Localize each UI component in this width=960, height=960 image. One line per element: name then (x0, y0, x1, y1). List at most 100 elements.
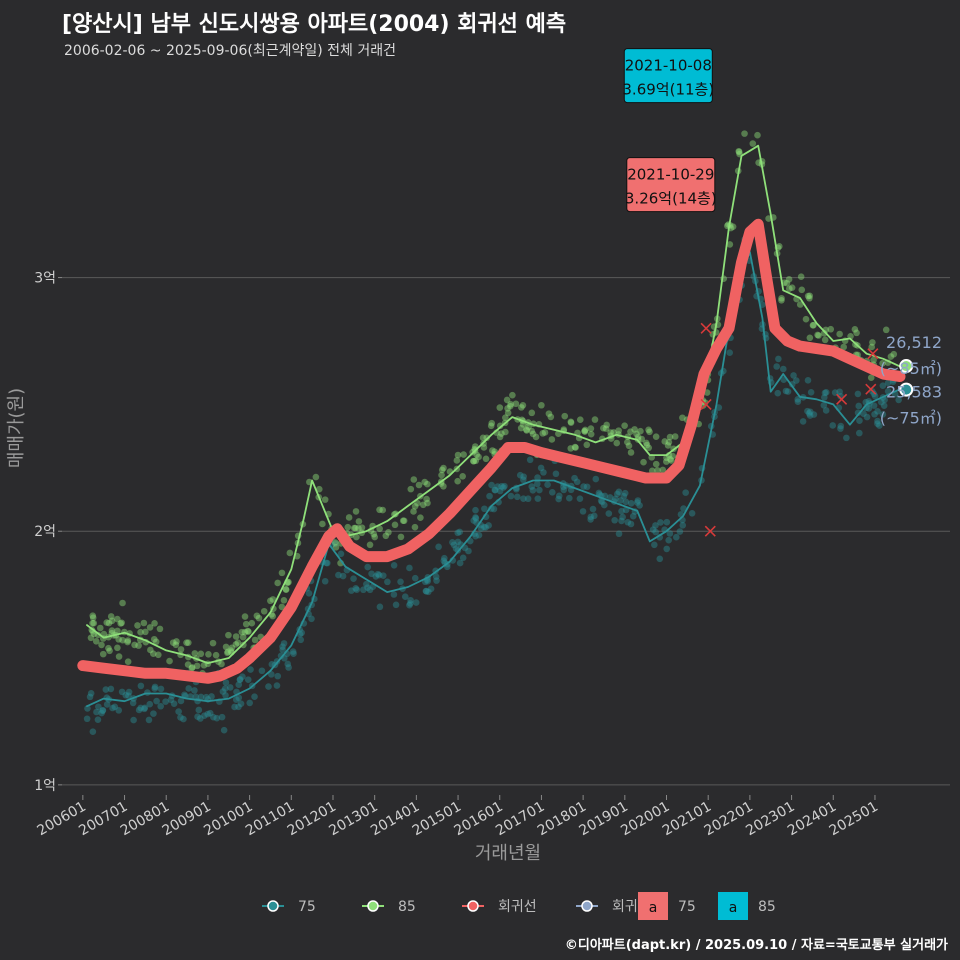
scatter-point (555, 495, 562, 503)
scatter-point (488, 419, 496, 427)
scatter-point (372, 573, 380, 580)
scatter-point (837, 422, 845, 430)
scatter-point (227, 647, 235, 654)
scatter-point (284, 660, 292, 668)
scatter-point (406, 564, 413, 572)
scatter-point (581, 426, 589, 434)
scatter-point (118, 619, 125, 627)
cancelled-mark (836, 393, 848, 405)
scatter-point (643, 441, 651, 449)
scatter-point (504, 409, 512, 417)
scatter-point (496, 433, 504, 441)
scatter-point (820, 402, 828, 409)
scatter-point (518, 404, 525, 411)
scatter-point (188, 664, 196, 671)
scatter-point (135, 706, 143, 714)
scatter-point (646, 428, 653, 436)
scatter-point (477, 525, 485, 532)
scatter-point (438, 466, 446, 474)
legend-box-label: 85 (758, 899, 776, 915)
scatter-point (663, 454, 670, 462)
scatter-point (355, 518, 363, 525)
scatter-point (470, 457, 478, 465)
scatter-point (102, 686, 110, 693)
scatter-point (473, 451, 480, 459)
scatter-point (124, 658, 132, 666)
scatter-point (472, 532, 479, 540)
scatter-point (202, 693, 210, 701)
scatter-point (421, 478, 429, 486)
scatter-point (201, 712, 208, 719)
scatter-point (621, 489, 629, 497)
legend-item-75: 75 (262, 899, 316, 915)
scatter-point (105, 619, 113, 627)
scatter-point (615, 427, 622, 434)
scatter-point (83, 715, 91, 723)
scatter-point (652, 460, 660, 468)
scatter-point (193, 662, 201, 670)
scatter-point (629, 512, 637, 520)
scatter-point (144, 689, 151, 696)
scatter-point (352, 508, 360, 515)
scatter-point (567, 418, 575, 426)
scatter-point (184, 661, 192, 668)
scatter-point (274, 672, 282, 680)
scatter-point (648, 467, 656, 475)
scatter-point (534, 495, 542, 502)
scatter-point (853, 329, 860, 337)
scatter-point (218, 660, 225, 668)
scatter-point (884, 379, 892, 387)
scatter-point (782, 387, 790, 395)
scatter-point (147, 646, 154, 654)
scatter-point (806, 412, 814, 419)
scatter-point (410, 508, 417, 515)
scatter-point (225, 631, 232, 639)
scatter-point (191, 687, 198, 694)
scatter-point (407, 485, 415, 493)
scatter-point (260, 607, 268, 615)
scatter-point (489, 447, 496, 454)
scatter-point (501, 482, 508, 490)
scatter-point (368, 570, 375, 578)
scatter-point (221, 685, 229, 692)
highlight-annotations: 2021-10-08 3.69억(11층) 2021-10-29 3.26억(14층) (622, 48, 717, 213)
scatter-point (529, 486, 537, 494)
scatter-point (638, 435, 646, 443)
scatter-point (355, 525, 362, 532)
scatter-point (332, 544, 340, 551)
scatter-point (640, 458, 647, 466)
scatter-point (401, 593, 409, 601)
scatter-point (265, 683, 272, 690)
scatter-point (459, 472, 466, 480)
scatter-point (636, 502, 643, 509)
scatter-point (196, 715, 204, 722)
scatter-point (107, 613, 115, 620)
scatter-point (541, 429, 549, 436)
scatter-point (621, 422, 628, 429)
scatter-point (150, 710, 157, 717)
scatter-point (480, 444, 488, 451)
scatter-point (222, 691, 229, 699)
scatter-point (222, 643, 230, 651)
scatter-point (191, 650, 199, 657)
scatter-point (360, 586, 367, 594)
scatter-point (615, 488, 623, 496)
scatter-point (149, 650, 157, 657)
scatter-point (89, 728, 97, 736)
scatter-point (567, 445, 575, 452)
scatter-point (587, 425, 595, 432)
scatter-point (460, 451, 467, 458)
scatter-point (119, 599, 126, 607)
scatter-point (103, 619, 111, 626)
scatter-point (679, 414, 686, 422)
scatter-point (663, 545, 671, 553)
scatter-point (269, 596, 277, 603)
scatter-point (843, 434, 850, 442)
scatter-point (855, 402, 863, 410)
legend-box-glyph: a (649, 900, 658, 916)
scatter-point (805, 410, 813, 417)
legend-label: 75 (298, 899, 316, 915)
scatter-point (285, 664, 292, 671)
legend-box-swatch (638, 892, 668, 920)
scatter-point (137, 682, 145, 690)
